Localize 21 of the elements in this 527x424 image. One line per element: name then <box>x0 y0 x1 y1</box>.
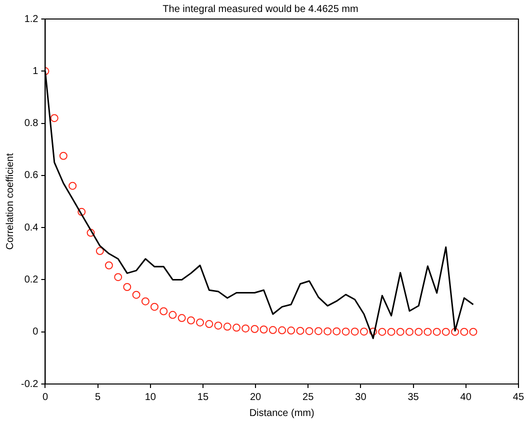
x-tick-label: 5 <box>95 392 102 403</box>
x-tick-label: 20 <box>250 392 262 403</box>
x-tick-label: 40 <box>460 392 472 403</box>
chart-title: The integral measured would be 4.4625 mm <box>162 4 358 15</box>
x-tick-label: 30 <box>355 392 367 403</box>
y-tick-label: 1 <box>32 66 39 77</box>
y-axis-title: Correlation coefficient <box>4 153 16 250</box>
y-tick-label: 0.8 <box>24 118 39 130</box>
x-tick-label: 0 <box>42 392 48 403</box>
x-tick-label: 45 <box>512 392 524 403</box>
x-axis-title: Distance (mm) <box>249 408 314 419</box>
x-tick-label: 10 <box>144 392 156 403</box>
y-tick-label: 0.2 <box>24 274 39 286</box>
y-tick-label: 0 <box>32 326 39 338</box>
y-tick-label: 0.4 <box>24 222 39 234</box>
y-tick-label: 0.6 <box>24 170 39 182</box>
x-tick-label: 15 <box>197 392 209 403</box>
x-tick-label: 25 <box>302 392 314 403</box>
y-tick-label: -0.2 <box>20 378 39 390</box>
y-tick-label: 1.2 <box>24 14 39 25</box>
x-tick-label: 35 <box>408 392 420 403</box>
